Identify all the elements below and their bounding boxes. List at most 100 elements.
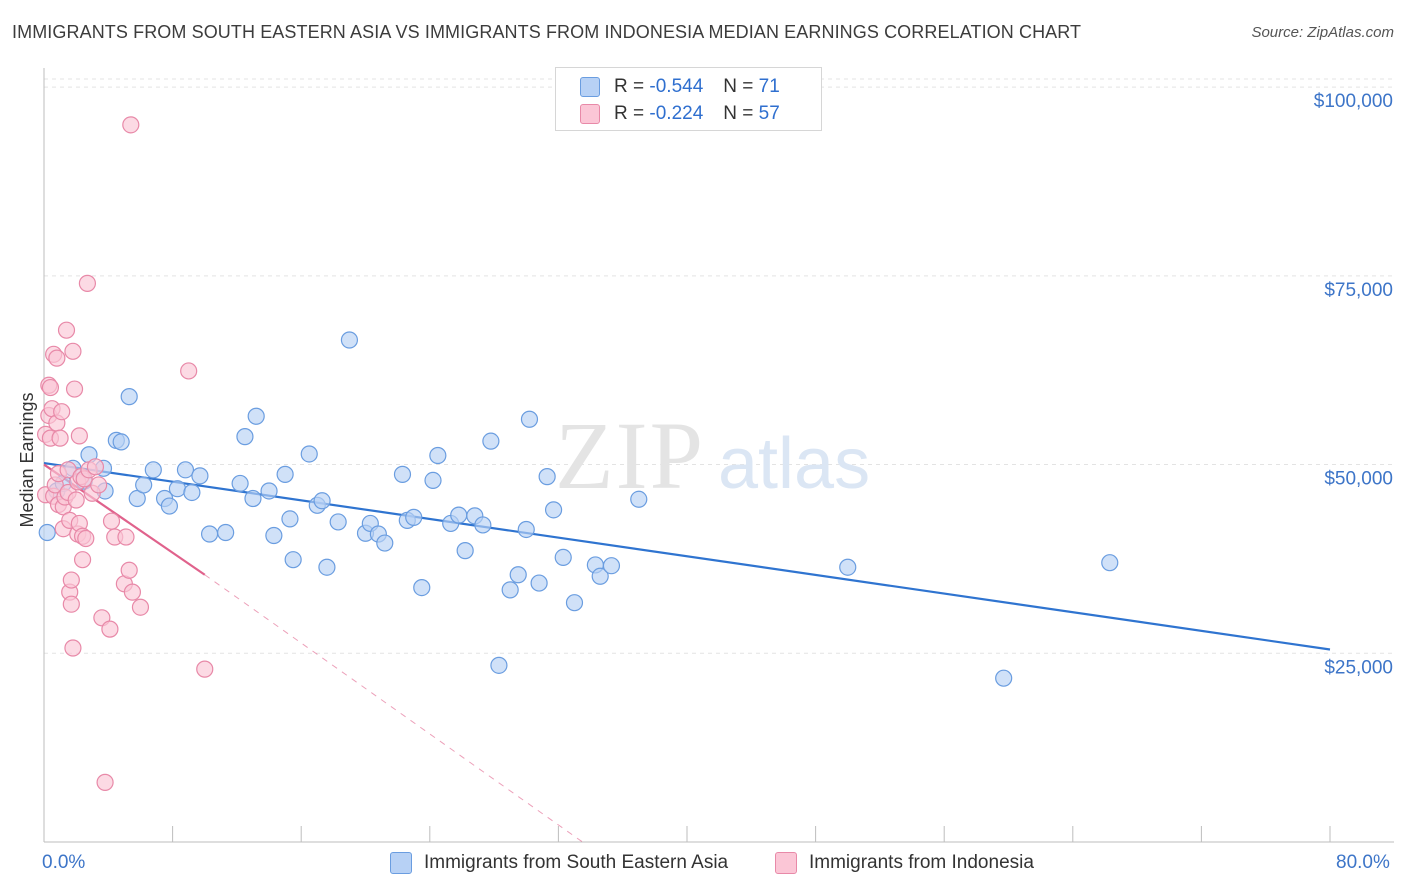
bottom-legend-indonesia: Immigrants from Indonesia: [775, 852, 1034, 874]
point-indonesia: [64, 639, 82, 657]
point-indonesia: [48, 349, 66, 367]
point-sea: [200, 525, 219, 543]
point-indonesia: [101, 620, 119, 638]
bottom-legend-label-sea: Immigrants from South Eastern Asia: [424, 852, 729, 873]
point-sea: [517, 520, 535, 539]
point-indonesia: [67, 491, 85, 509]
point-sea: [340, 331, 359, 349]
point-indonesia: [122, 116, 140, 134]
trend-line-indonesia-extrapolated: [204, 574, 583, 843]
point-sea: [300, 445, 318, 463]
point-indonesia: [180, 362, 198, 380]
point-sea: [38, 523, 56, 542]
point-sea: [284, 551, 302, 569]
point-sea: [509, 566, 527, 584]
point-indonesia: [117, 528, 135, 546]
point-indonesia: [57, 321, 76, 339]
point-indonesia: [70, 427, 88, 445]
legend-swatch-sea: [580, 77, 600, 97]
point-indonesia: [41, 378, 60, 397]
source-label: Source: ZipAtlas.com: [1251, 24, 1394, 41]
point-sea: [405, 508, 423, 526]
trend-lines: [43, 461, 1331, 843]
point-indonesia: [131, 598, 150, 616]
point-indonesia: [73, 551, 92, 569]
chart-title: IMMIGRANTS FROM SOUTH EASTERN ASIA VS IM…: [12, 22, 1082, 42]
legend-swatch-indonesia: [580, 104, 600, 124]
point-sea: [247, 407, 265, 425]
point-sea: [231, 474, 249, 493]
legend-r-label: R =: [614, 103, 645, 124]
point-indonesia: [62, 571, 80, 589]
legend-row-sea: R = -0.544 N = 71: [580, 75, 780, 99]
axes: [43, 68, 1394, 843]
point-indonesia: [78, 274, 97, 292]
point-sea: [839, 558, 857, 576]
point-sea: [191, 467, 209, 485]
point-sea: [565, 594, 584, 612]
bottom-legend-swatch-sea: [390, 852, 412, 874]
point-sea: [602, 557, 621, 575]
point-sea: [112, 433, 130, 451]
point-sea: [456, 542, 474, 560]
point-sea: [183, 483, 201, 502]
legend-n-label: N =: [723, 103, 754, 124]
y-tick-labels: $25,000 $50,000 $75,000 $100,000: [1314, 91, 1393, 678]
gridlines: [44, 78, 1394, 654]
legend-n-value: 57: [758, 103, 780, 124]
point-indonesia: [64, 342, 82, 360]
legend-row-indonesia: R = -0.224 N = 57: [580, 102, 780, 126]
point-indonesia: [196, 660, 214, 678]
point-sea: [995, 669, 1013, 687]
point-sea: [281, 510, 299, 528]
legend-n-label: N =: [723, 76, 754, 97]
point-sea: [501, 581, 519, 599]
point-sea: [376, 534, 394, 552]
point-sea: [260, 482, 278, 500]
point-sea: [217, 523, 235, 542]
watermark: ZIP atlas: [555, 402, 870, 509]
legend-r-value: -0.544: [649, 76, 704, 97]
point-sea: [554, 548, 572, 567]
legend-r-value: -0.224: [649, 103, 704, 124]
point-sea: [236, 428, 254, 446]
point-sea: [265, 526, 283, 545]
point-indonesia: [90, 476, 108, 494]
bottom-legend-swatch-indonesia: [775, 852, 797, 874]
y-tick-label: $100,000: [1314, 91, 1393, 112]
point-sea: [544, 501, 563, 519]
bottom-legend-sea: Immigrants from South Eastern Asia: [390, 852, 728, 874]
point-sea: [135, 476, 153, 494]
point-sea: [530, 574, 548, 592]
point-sea: [244, 489, 262, 508]
x-axis-max-label: 80.0%: [1336, 852, 1390, 873]
point-indonesia: [120, 561, 138, 579]
point-indonesia: [77, 529, 95, 548]
point-sea: [450, 506, 468, 524]
bottom-legend-label-indonesia: Immigrants from Indonesia: [809, 852, 1034, 873]
point-indonesia: [65, 380, 84, 398]
point-indonesia: [123, 583, 142, 601]
point-sea: [591, 567, 609, 585]
point-sea: [429, 446, 447, 465]
point-sea: [538, 468, 556, 486]
x-axis-min-label: 0.0%: [42, 852, 86, 873]
y-tick-label: $75,000: [1324, 280, 1393, 301]
point-sea: [474, 516, 492, 534]
watermark-atlas: atlas: [718, 424, 870, 504]
point-sea: [490, 656, 508, 674]
point-indonesia: [96, 773, 114, 791]
point-sea: [413, 578, 431, 597]
y-tick-label: $50,000: [1324, 469, 1393, 490]
point-indonesia: [102, 512, 121, 530]
point-sea: [630, 490, 648, 508]
point-sea: [160, 497, 178, 515]
point-indonesia: [62, 595, 80, 613]
point-sea: [424, 471, 442, 490]
point-indonesia: [51, 429, 69, 447]
point-sea: [276, 465, 294, 483]
point-sea: [120, 388, 138, 406]
correlation-legend: R = -0.544 N = 71 R = -0.224 N = 57: [555, 67, 822, 131]
point-sea: [393, 465, 412, 483]
